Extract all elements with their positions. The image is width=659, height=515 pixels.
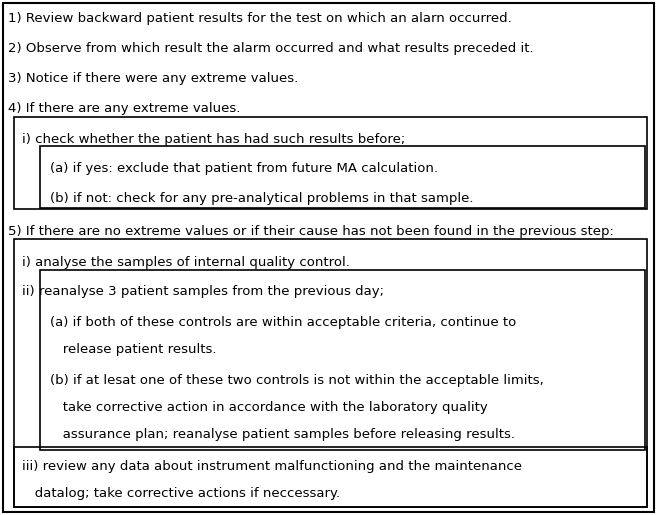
Text: ii) reanalyse 3 patient samples from the previous day;: ii) reanalyse 3 patient samples from the… xyxy=(22,285,384,298)
Text: 3) Notice if there were any extreme values.: 3) Notice if there were any extreme valu… xyxy=(8,72,299,85)
Text: 2) Observe from which result the alarm occurred and what results preceded it.: 2) Observe from which result the alarm o… xyxy=(8,42,534,55)
Text: (b) if not: check for any pre-analytical problems in that sample.: (b) if not: check for any pre-analytical… xyxy=(50,192,474,205)
Bar xyxy=(40,270,645,450)
Text: datalog; take corrective actions if neccessary.: datalog; take corrective actions if necc… xyxy=(22,487,340,500)
Text: iii) review any data about instrument malfunctioning and the maintenance: iii) review any data about instrument ma… xyxy=(22,460,522,473)
Bar xyxy=(40,146,645,208)
Text: (a) if yes: exclude that patient from future MA calculation.: (a) if yes: exclude that patient from fu… xyxy=(50,162,438,175)
Text: i) check whether the patient has had such results before;: i) check whether the patient has had suc… xyxy=(22,133,405,146)
Text: 5) If there are no extreme values or if their cause has not been found in the pr: 5) If there are no extreme values or if … xyxy=(8,225,614,238)
Text: assurance plan; reanalyse patient samples before releasing results.: assurance plan; reanalyse patient sample… xyxy=(50,428,515,441)
Bar xyxy=(14,239,647,507)
Bar xyxy=(14,117,647,209)
Text: take corrective action in accordance with the laboratory quality: take corrective action in accordance wit… xyxy=(50,401,488,414)
Text: (a) if both of these controls are within acceptable criteria, continue to: (a) if both of these controls are within… xyxy=(50,316,516,329)
Text: i) analyse the samples of internal quality control.: i) analyse the samples of internal quali… xyxy=(22,256,350,269)
Text: 1) Review backward patient results for the test on which an alarn occurred.: 1) Review backward patient results for t… xyxy=(8,12,512,25)
Text: (b) if at lesat one of these two controls is not within the acceptable limits,: (b) if at lesat one of these two control… xyxy=(50,374,544,387)
Text: release patient results.: release patient results. xyxy=(50,343,217,356)
Bar xyxy=(14,447,647,507)
Text: 4) If there are any extreme values.: 4) If there are any extreme values. xyxy=(8,102,241,115)
